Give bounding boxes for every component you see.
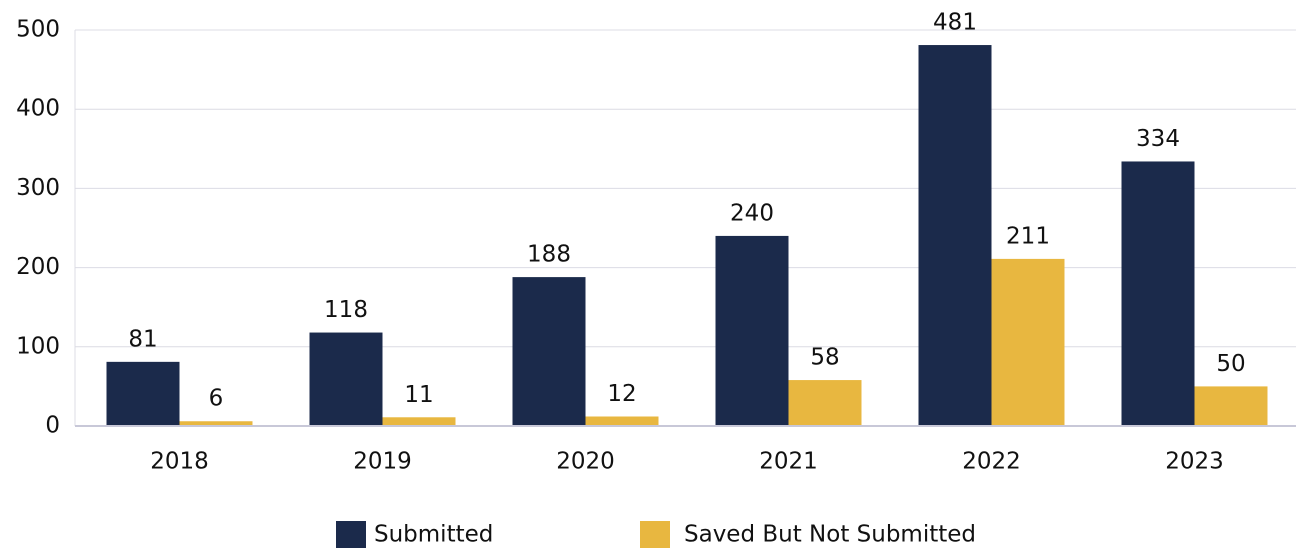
x-tick-label: 2018 — [150, 449, 209, 475]
data-label: 50 — [1216, 351, 1245, 377]
data-label: 6 — [209, 386, 224, 412]
x-tick-label: 2022 — [962, 449, 1021, 475]
bar — [309, 332, 383, 426]
bar — [106, 361, 180, 426]
bar — [585, 416, 659, 426]
data-label: 188 — [527, 242, 571, 268]
bar — [382, 417, 456, 426]
data-label: 58 — [810, 345, 839, 371]
data-label: 211 — [1006, 223, 1050, 249]
bar — [512, 277, 586, 426]
legend-swatch — [336, 521, 366, 548]
bar — [179, 421, 253, 426]
legend-label: Saved But Not Submitted — [684, 522, 976, 548]
y-tick-label: 400 — [16, 96, 60, 122]
bar — [918, 45, 992, 426]
data-label: 81 — [128, 326, 157, 352]
data-label: 334 — [1136, 126, 1180, 152]
data-label: 240 — [730, 200, 774, 226]
y-tick-label: 300 — [16, 175, 60, 201]
bar — [715, 235, 789, 426]
y-tick-label: 500 — [16, 17, 60, 43]
x-tick-label: 2021 — [759, 449, 818, 475]
bar — [991, 258, 1065, 426]
bar — [1121, 161, 1195, 427]
data-label: 118 — [324, 297, 368, 323]
bar — [788, 380, 862, 426]
y-tick-label: 200 — [16, 254, 60, 280]
y-tick-label: 100 — [16, 333, 60, 359]
data-label: 12 — [607, 381, 636, 407]
legend-swatch — [640, 521, 670, 548]
legend-label: Submitted — [374, 522, 493, 548]
data-label: 481 — [933, 10, 977, 36]
y-tick-label: 0 — [45, 413, 60, 439]
data-label: 11 — [404, 382, 433, 408]
x-tick-label: 2020 — [556, 449, 615, 475]
bar — [1194, 386, 1268, 426]
x-tick-label: 2023 — [1165, 449, 1224, 475]
x-tick-label: 2019 — [353, 449, 412, 475]
